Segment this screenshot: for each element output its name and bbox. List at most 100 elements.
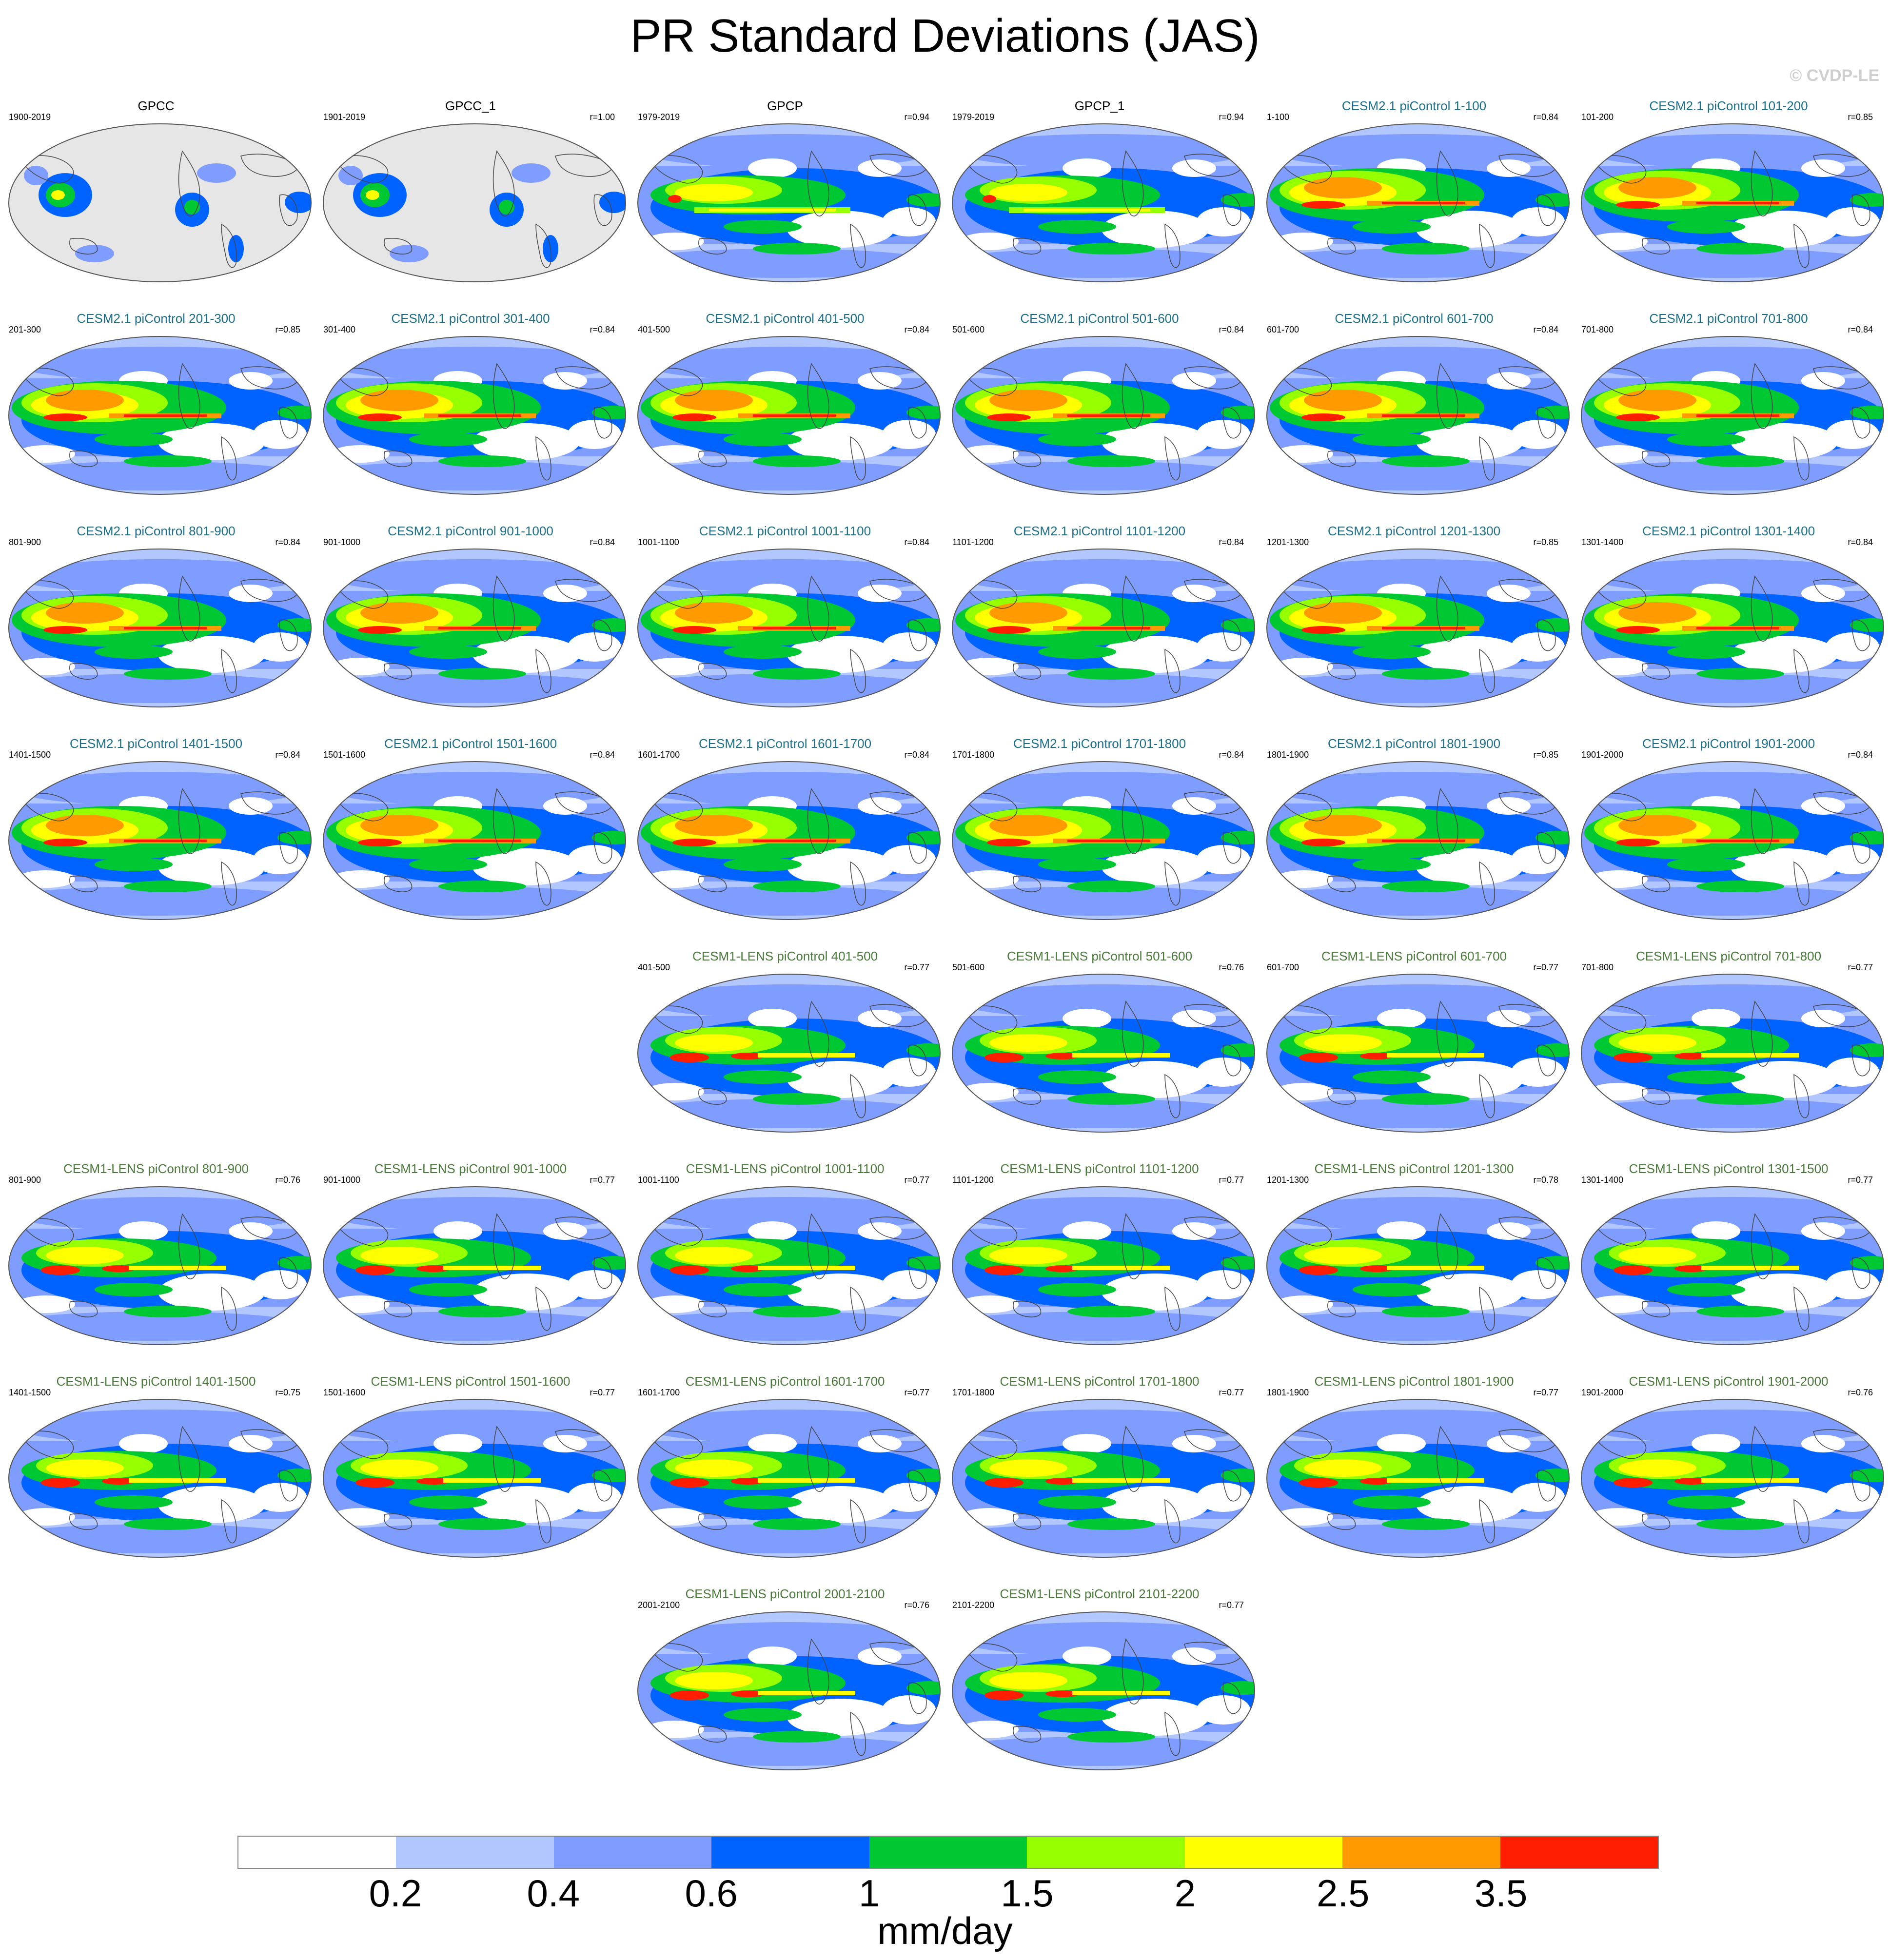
coastline	[335, 793, 389, 822]
coastline	[650, 1643, 703, 1672]
coastline	[178, 575, 200, 642]
coastline	[593, 407, 612, 439]
map-outline	[637, 761, 941, 920]
map-panel: CESM2.1 piControl 1801-1900 1801-1900 r=0.…	[1258, 735, 1570, 945]
coastline	[1184, 579, 1243, 602]
coastline	[1279, 1005, 1332, 1034]
map-panel: CESM1-LENS piControl 1701-1800 1701-1800 r…	[944, 1373, 1256, 1583]
map-panel: CESM1-LENS piControl 1001-1100 1001-1100 r…	[629, 1160, 941, 1370]
panel-title: CESM2.1 piControl 1601-1700	[698, 736, 872, 751]
coastline	[593, 619, 612, 651]
panel-period: 1901-2000	[1581, 1388, 1624, 1397]
precip-field	[1581, 549, 1884, 707]
panel-title: CESM1-LENS piControl 701-800	[1635, 949, 1822, 963]
colorbar-swatch	[1500, 1837, 1658, 1868]
coastline	[1479, 1499, 1495, 1544]
precip-field	[638, 549, 940, 707]
map-outline	[1580, 1186, 1885, 1345]
map-outline	[951, 123, 1256, 282]
map-panel: CESM2.1 piControl 801-900 801-900 r=0.84	[0, 523, 312, 732]
coastline	[1327, 876, 1356, 892]
coastline	[1851, 1470, 1870, 1502]
panel-title: CESM1-LENS piControl 2101-2200	[1000, 1587, 1200, 1601]
panel-period: 1101-1200	[952, 537, 994, 547]
coastline	[908, 1682, 927, 1714]
map-panel: CESM1-LENS piControl 901-1000 901-1000 r=0…	[315, 1160, 627, 1370]
colorbar-tick-label: 2	[1174, 1872, 1196, 1915]
precip-field	[1267, 336, 1569, 494]
map-outline	[1580, 549, 1885, 707]
coastline	[1013, 1088, 1042, 1105]
map-outline	[322, 1399, 627, 1558]
coastline	[1479, 436, 1495, 481]
precip-field	[323, 762, 626, 920]
coastline	[240, 366, 300, 390]
panel-pattern-correlation: r=0.84	[904, 537, 929, 547]
coastline	[1498, 1429, 1558, 1452]
panel-pattern-correlation: r=0.77	[1533, 1388, 1558, 1397]
precip-field	[1581, 336, 1884, 494]
precip-field	[323, 124, 626, 282]
map-panel: GPCP_1 1979-2019 r=0.94	[944, 98, 1256, 307]
coastline	[1013, 1726, 1042, 1743]
coastline	[1327, 1301, 1356, 1317]
colorbar-tick-label: 0.4	[527, 1872, 580, 1915]
colorbar-swatch	[869, 1837, 1027, 1868]
panel-title: CESM2.1 piControl 1301-1400	[1642, 524, 1815, 538]
panel-period: 2001-2100	[638, 1600, 680, 1610]
coastline	[807, 1638, 829, 1705]
coastline	[1793, 861, 1810, 906]
precip-field	[1581, 124, 1884, 282]
map-panel: CESM2.1 piControl 1901-2000 1901-2000 r=0.…	[1573, 735, 1885, 945]
robinson-map	[637, 974, 941, 1133]
precip-field	[638, 336, 940, 494]
coastline	[1479, 223, 1495, 268]
panel-title: CESM1-LENS piControl 501-600	[1006, 949, 1193, 963]
panel-period: 1701-1800	[952, 750, 995, 760]
coastline	[869, 1004, 929, 1027]
coastline	[1436, 1000, 1458, 1067]
colorbar-swatch	[553, 1837, 712, 1868]
coastline	[384, 1301, 413, 1317]
panel-period: 1001-1100	[638, 1175, 679, 1185]
panel-pattern-correlation: r=0.77	[590, 1388, 615, 1397]
coastline	[1122, 788, 1144, 854]
panel-pattern-correlation: r=0.76	[1848, 1388, 1873, 1397]
coastline	[1813, 366, 1872, 390]
robinson-map	[1580, 1186, 1885, 1345]
panel-title: CESM2.1 piControl 1001-1100	[699, 524, 871, 538]
panel-period: 601-700	[1267, 962, 1299, 972]
panel-title: CESM2.1 piControl 101-200	[1649, 98, 1808, 113]
coastline	[535, 861, 551, 906]
coastline	[178, 1213, 200, 1279]
robinson-map	[1580, 1399, 1885, 1558]
panel-pattern-correlation: r=0.78	[1533, 1175, 1558, 1185]
coastline	[492, 575, 515, 642]
coastline	[1813, 154, 1872, 177]
coastline	[1164, 223, 1181, 268]
map-outline	[8, 549, 312, 707]
robinson-map	[1580, 336, 1885, 495]
precip-field	[638, 762, 940, 920]
panel-period: 601-700	[1267, 325, 1299, 334]
precip-field	[952, 124, 1255, 282]
coastline	[964, 1005, 1018, 1034]
robinson-map	[8, 1399, 312, 1558]
colorbar-swatch	[1342, 1837, 1500, 1868]
robinson-map	[8, 549, 312, 707]
panel-pattern-correlation: r=0.84	[1219, 325, 1244, 334]
coastline	[1498, 1216, 1558, 1240]
coastline	[1184, 1642, 1243, 1665]
map-panel: CESM2.1 piControl 1601-1700 1601-1700 r=0.…	[629, 735, 941, 945]
map-panel: CESM1-LENS piControl 1501-1600 1501-1600 r…	[315, 1373, 627, 1583]
coastline	[1593, 1005, 1647, 1034]
map-outline	[951, 1611, 1256, 1770]
coastline	[1164, 1711, 1181, 1756]
coastline	[1184, 791, 1243, 815]
coastline	[1327, 1513, 1356, 1530]
coastline	[850, 861, 866, 906]
coastline	[1793, 648, 1810, 693]
coastline	[1327, 1088, 1356, 1105]
coastline	[1122, 1000, 1144, 1067]
robinson-map	[1580, 761, 1885, 920]
